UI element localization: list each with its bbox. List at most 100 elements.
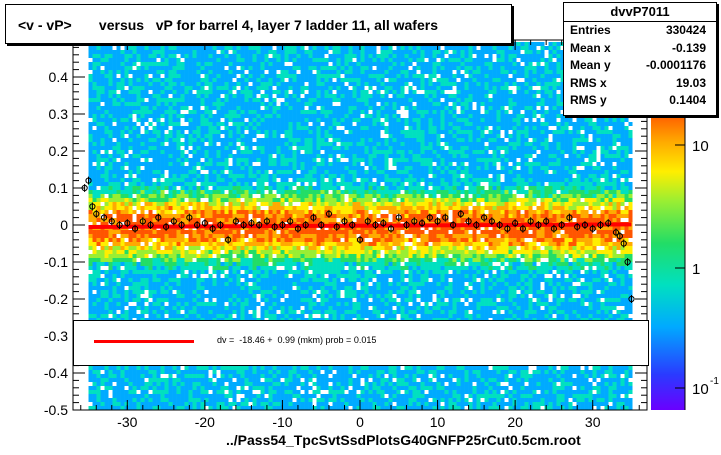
heatmap-cell — [160, 106, 165, 110]
heatmap-cell — [164, 402, 169, 406]
heatmap-cell — [148, 58, 153, 62]
heatmap-cell — [152, 94, 157, 98]
heatmap-cell — [188, 210, 193, 214]
heatmap-cell — [152, 66, 157, 70]
heatmap-cell — [128, 286, 133, 290]
heatmap-cell — [168, 102, 173, 106]
heatmap-cell — [276, 250, 281, 254]
heatmap-cell — [148, 262, 153, 266]
heatmap-cell — [248, 258, 253, 262]
heatmap-cell — [320, 190, 325, 194]
heatmap-cell — [104, 382, 109, 386]
heatmap-cell — [264, 166, 269, 170]
heatmap-cell — [260, 314, 265, 318]
heatmap-cell — [292, 394, 297, 398]
heatmap-cell — [128, 242, 133, 246]
heatmap-cell — [308, 282, 313, 286]
heatmap-cell — [252, 130, 257, 134]
heatmap-cell — [96, 86, 101, 90]
heatmap-cell — [96, 42, 101, 46]
heatmap-cell — [180, 298, 185, 302]
heatmap-cell — [196, 386, 201, 390]
heatmap-cell — [300, 130, 305, 134]
heatmap-cell — [172, 262, 177, 266]
heatmap-cell — [100, 314, 105, 318]
heatmap-cell — [128, 214, 133, 218]
heatmap-cell — [316, 402, 321, 406]
heatmap-cell — [288, 258, 293, 262]
heatmap-cell — [272, 54, 277, 58]
heatmap-cell — [316, 366, 321, 370]
heatmap-cell — [296, 246, 301, 250]
heatmap-cell — [280, 66, 285, 70]
heatmap-cell — [200, 394, 205, 398]
heatmap-cell — [296, 218, 301, 222]
heatmap-cell — [96, 370, 101, 374]
heatmap-cell — [296, 298, 301, 302]
heatmap-cell — [156, 274, 161, 278]
heatmap-cell — [196, 198, 201, 202]
heatmap-cell — [124, 50, 129, 54]
heatmap-cell — [88, 314, 93, 318]
heatmap-cell — [264, 122, 269, 126]
heatmap-cell — [96, 50, 101, 54]
heatmap-cell — [176, 170, 181, 174]
heatmap-cell — [168, 278, 173, 282]
heatmap-cell — [92, 194, 97, 198]
heatmap-cell — [108, 254, 113, 258]
heatmap-cell — [236, 390, 241, 394]
heatmap-cell — [256, 258, 261, 262]
heatmap-cell — [96, 158, 101, 162]
heatmap-cell — [116, 94, 121, 98]
heatmap-cell — [108, 182, 113, 186]
heatmap-cell — [244, 126, 249, 130]
heatmap-cell — [256, 290, 261, 294]
heatmap-cell — [152, 390, 157, 394]
heatmap-cell — [224, 138, 229, 142]
heatmap-cell — [244, 398, 249, 402]
heatmap-cell — [132, 42, 137, 46]
heatmap-cell — [120, 190, 125, 194]
heatmap-cell — [136, 270, 141, 274]
heatmap-cell — [216, 314, 221, 318]
heatmap-cell — [144, 394, 149, 398]
heatmap-cell — [108, 54, 113, 58]
heatmap-cell — [284, 262, 289, 266]
heatmap-cell — [240, 182, 245, 186]
heatmap-cell — [112, 274, 117, 278]
heatmap-cell — [312, 154, 317, 158]
heatmap-cell — [128, 154, 133, 158]
heatmap-cell — [228, 130, 233, 134]
heatmap-cell — [272, 82, 277, 86]
heatmap-cell — [124, 214, 129, 218]
heatmap-cell — [116, 298, 121, 302]
heatmap-cell — [276, 398, 281, 402]
heatmap-cell — [104, 50, 109, 54]
heatmap-cell — [192, 158, 197, 162]
heatmap-cell — [264, 310, 269, 314]
heatmap-cell — [296, 62, 301, 66]
heatmap-cell — [168, 294, 173, 298]
heatmap-cell — [264, 294, 269, 298]
heatmap-cell — [164, 150, 169, 154]
heatmap-cell — [248, 378, 253, 382]
heatmap-cell — [108, 118, 113, 122]
heatmap-cell — [228, 134, 233, 138]
heatmap-cell — [132, 306, 137, 310]
heatmap-cell — [176, 230, 181, 234]
heatmap-cell — [88, 50, 93, 54]
heatmap-cell — [116, 86, 121, 90]
heatmap-cell — [152, 134, 157, 138]
heatmap-cell — [144, 374, 149, 378]
heatmap-cell — [200, 254, 205, 258]
heatmap-cell — [240, 74, 245, 78]
heatmap-cell — [120, 170, 125, 174]
heatmap-cell — [312, 106, 317, 110]
heatmap-cell — [92, 266, 97, 270]
heatmap-cell — [320, 270, 325, 274]
heatmap-cell — [112, 314, 117, 318]
heatmap-cell — [124, 150, 129, 154]
heatmap-cell — [252, 370, 257, 374]
heatmap-cell — [272, 138, 277, 142]
heatmap-cell — [164, 62, 169, 66]
